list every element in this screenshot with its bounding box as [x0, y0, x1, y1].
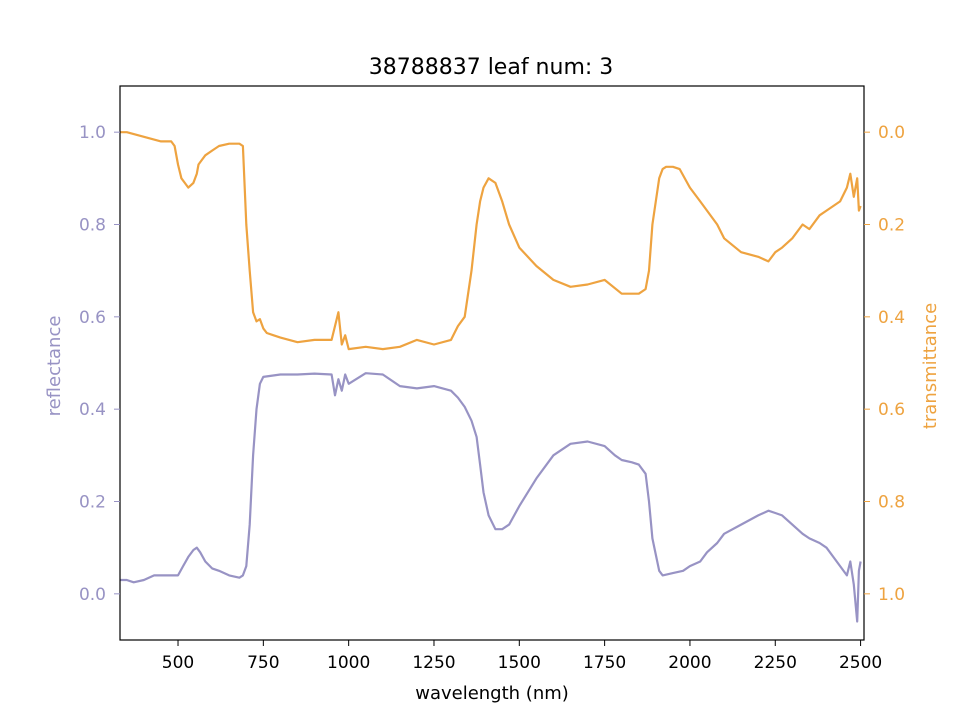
- x-tick-label: 1000: [327, 653, 370, 673]
- x-tick-label: 500: [162, 653, 194, 673]
- right-y-tick-label: 0.2: [878, 216, 905, 236]
- x-tick-label: 2250: [754, 653, 797, 673]
- x-tick-label: 1500: [498, 653, 541, 673]
- x-axis: 500 750 1000 1250 1500 1750 2000 2250 2500: [162, 640, 882, 673]
- left-y-tick-label: 1.0: [79, 123, 106, 143]
- left-y-tick-label: 0.2: [79, 493, 106, 513]
- right-y-tick-label: 0.0: [878, 123, 905, 143]
- x-tick-label: 750: [247, 653, 279, 673]
- series-line-reflectance: [120, 372, 862, 623]
- right-axis-label: transmittance: [920, 303, 941, 429]
- plot-frame: [119, 85, 865, 641]
- series-layer: [120, 131, 862, 623]
- x-tick-label: 2500: [839, 653, 882, 673]
- right-y-tick-label: 0.8: [878, 493, 905, 513]
- left-y-tick-label: 0.8: [79, 216, 106, 236]
- x-tick-label: 1250: [412, 653, 455, 673]
- x-tick-label: 2000: [668, 653, 711, 673]
- chart-title: 38788837 leaf num: 3: [369, 55, 614, 80]
- left-y-tick-label: 0.6: [79, 308, 106, 328]
- x-tick-label: 1750: [583, 653, 626, 673]
- right-y-axis: 0.0 0.2 0.4 0.6 0.8 1.0: [864, 123, 905, 605]
- right-y-tick-label: 0.6: [878, 400, 905, 420]
- left-axis-label: reflectance: [44, 316, 65, 417]
- x-axis-label: wavelength (nm): [415, 683, 569, 704]
- left-y-axis: 0.0 0.2 0.4 0.6 0.8 1.0: [79, 123, 120, 605]
- left-y-tick-label: 0.0: [79, 585, 106, 605]
- series-line-transmittance: [120, 131, 862, 351]
- left-y-tick-label: 0.4: [79, 400, 106, 420]
- right-y-tick-label: 1.0: [878, 585, 905, 605]
- right-y-tick-label: 0.4: [878, 308, 905, 328]
